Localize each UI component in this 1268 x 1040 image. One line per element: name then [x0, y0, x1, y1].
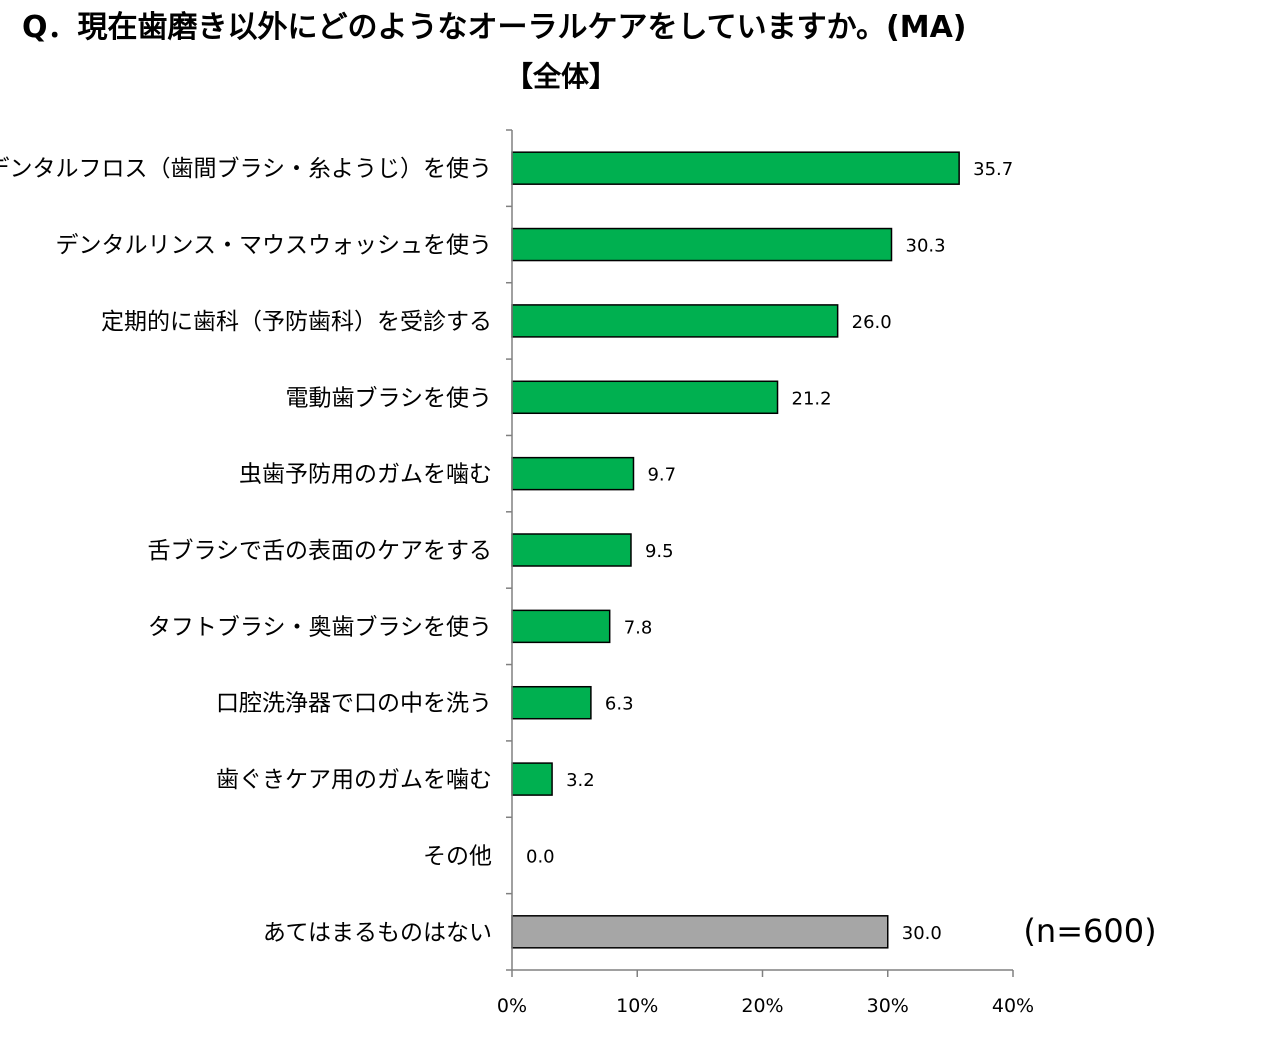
bar-1 — [511, 227, 893, 262]
bar-2 — [511, 304, 839, 338]
value-label-3: 21.2 — [792, 388, 832, 409]
bar-0 — [511, 151, 960, 185]
category-label-7: 口腔洗浄器で口の中を洗う — [216, 691, 492, 717]
x-tick-label-0: 0% — [497, 995, 527, 1017]
category-label-5: 舌ブラシで舌の表面のケアをする — [147, 538, 492, 564]
bar-8 — [511, 762, 553, 796]
category-label-6: タフトブラシ・奥歯ブラシを使う — [148, 614, 492, 640]
x-tick-label-1: 10% — [616, 995, 658, 1017]
category-label-9: その他 — [423, 843, 492, 869]
x-tick-label-2: 20% — [741, 995, 783, 1017]
category-label-2: 定期的に歯科（予防歯科）を受診する — [101, 309, 492, 335]
value-label-4: 9.7 — [647, 465, 676, 486]
bar-5 — [511, 533, 632, 567]
value-labels: 35.7 30.3 26.0 21.2 9.7 9.5 7.8 6.3 3.2 0.0 30.0 — [526, 159, 1013, 944]
chart-title: Q．現在歯磨き以外にどのようなオーラルケアをしていますか。(MA) — [22, 10, 967, 45]
value-label-1: 30.3 — [906, 236, 946, 257]
value-label-5: 9.5 — [645, 541, 674, 562]
bar-4 — [511, 456, 635, 491]
category-label-4: 虫歯予防用のガムを噛む — [239, 462, 492, 488]
chart-subtitle: 【全体】 — [505, 60, 618, 93]
category-labels: デンタルフロス（歯間ブラシ・糸ようじ）を使うデンタルリンス・マウスウォッシュを使… — [0, 156, 492, 946]
value-label-6: 7.8 — [624, 617, 653, 638]
value-label-8: 3.2 — [566, 770, 595, 791]
category-label-1: デンタルリンス・マウスウォッシュを使う — [55, 233, 492, 259]
value-label-0: 35.7 — [973, 159, 1013, 180]
axes: 0% 10% 20% 30% 40% — [497, 129, 1034, 1017]
category-label-0: デンタルフロス（歯間ブラシ・糸ようじ）を使う — [0, 156, 492, 182]
bar-6 — [511, 609, 611, 644]
category-label-10: あてはまるものはない — [263, 920, 492, 946]
value-label-2: 26.0 — [852, 312, 892, 333]
x-tick-label-4: 40% — [992, 995, 1034, 1017]
category-label-3: 電動歯ブラシを使う — [285, 385, 492, 411]
bar-3 — [511, 380, 779, 415]
sample-size-note: (n=600) — [1023, 912, 1156, 950]
value-label-7: 6.3 — [605, 694, 634, 715]
value-label-10: 30.0 — [902, 923, 942, 944]
x-tick-label-3: 30% — [867, 995, 909, 1017]
bar-7 — [511, 685, 592, 720]
category-label-8: 歯ぐきケア用のガムを噛む — [216, 767, 492, 793]
value-label-9: 0.0 — [526, 846, 555, 867]
bars-group — [511, 151, 960, 949]
bar-10 — [511, 915, 889, 949]
